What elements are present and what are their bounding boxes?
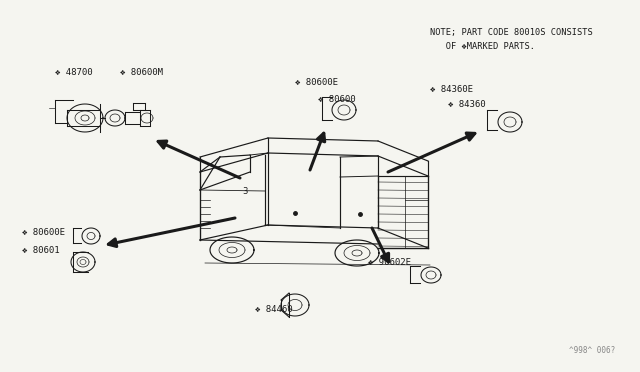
Text: ❖ 80600E: ❖ 80600E (295, 78, 338, 87)
Text: ❖ 90602E: ❖ 90602E (368, 258, 411, 267)
Text: ❖ 80600: ❖ 80600 (318, 95, 356, 104)
Text: OF ❖MARKED PARTS.: OF ❖MARKED PARTS. (430, 42, 535, 51)
Text: ❖ 80601: ❖ 80601 (22, 246, 60, 255)
Text: ❖ 48700: ❖ 48700 (55, 68, 93, 77)
Text: ❖ 80600E: ❖ 80600E (22, 228, 65, 237)
Text: ❖ 84460: ❖ 84460 (255, 305, 292, 314)
Text: ^998^ 006?: ^998^ 006? (569, 346, 615, 355)
Text: 3: 3 (243, 187, 248, 196)
Text: ❖ 80600M: ❖ 80600M (120, 68, 163, 77)
Text: ❖ 84360: ❖ 84360 (448, 100, 486, 109)
Text: ❖ 84360E: ❖ 84360E (430, 85, 473, 94)
Text: NOTE; PART CODE 80010S CONSISTS: NOTE; PART CODE 80010S CONSISTS (430, 28, 593, 37)
